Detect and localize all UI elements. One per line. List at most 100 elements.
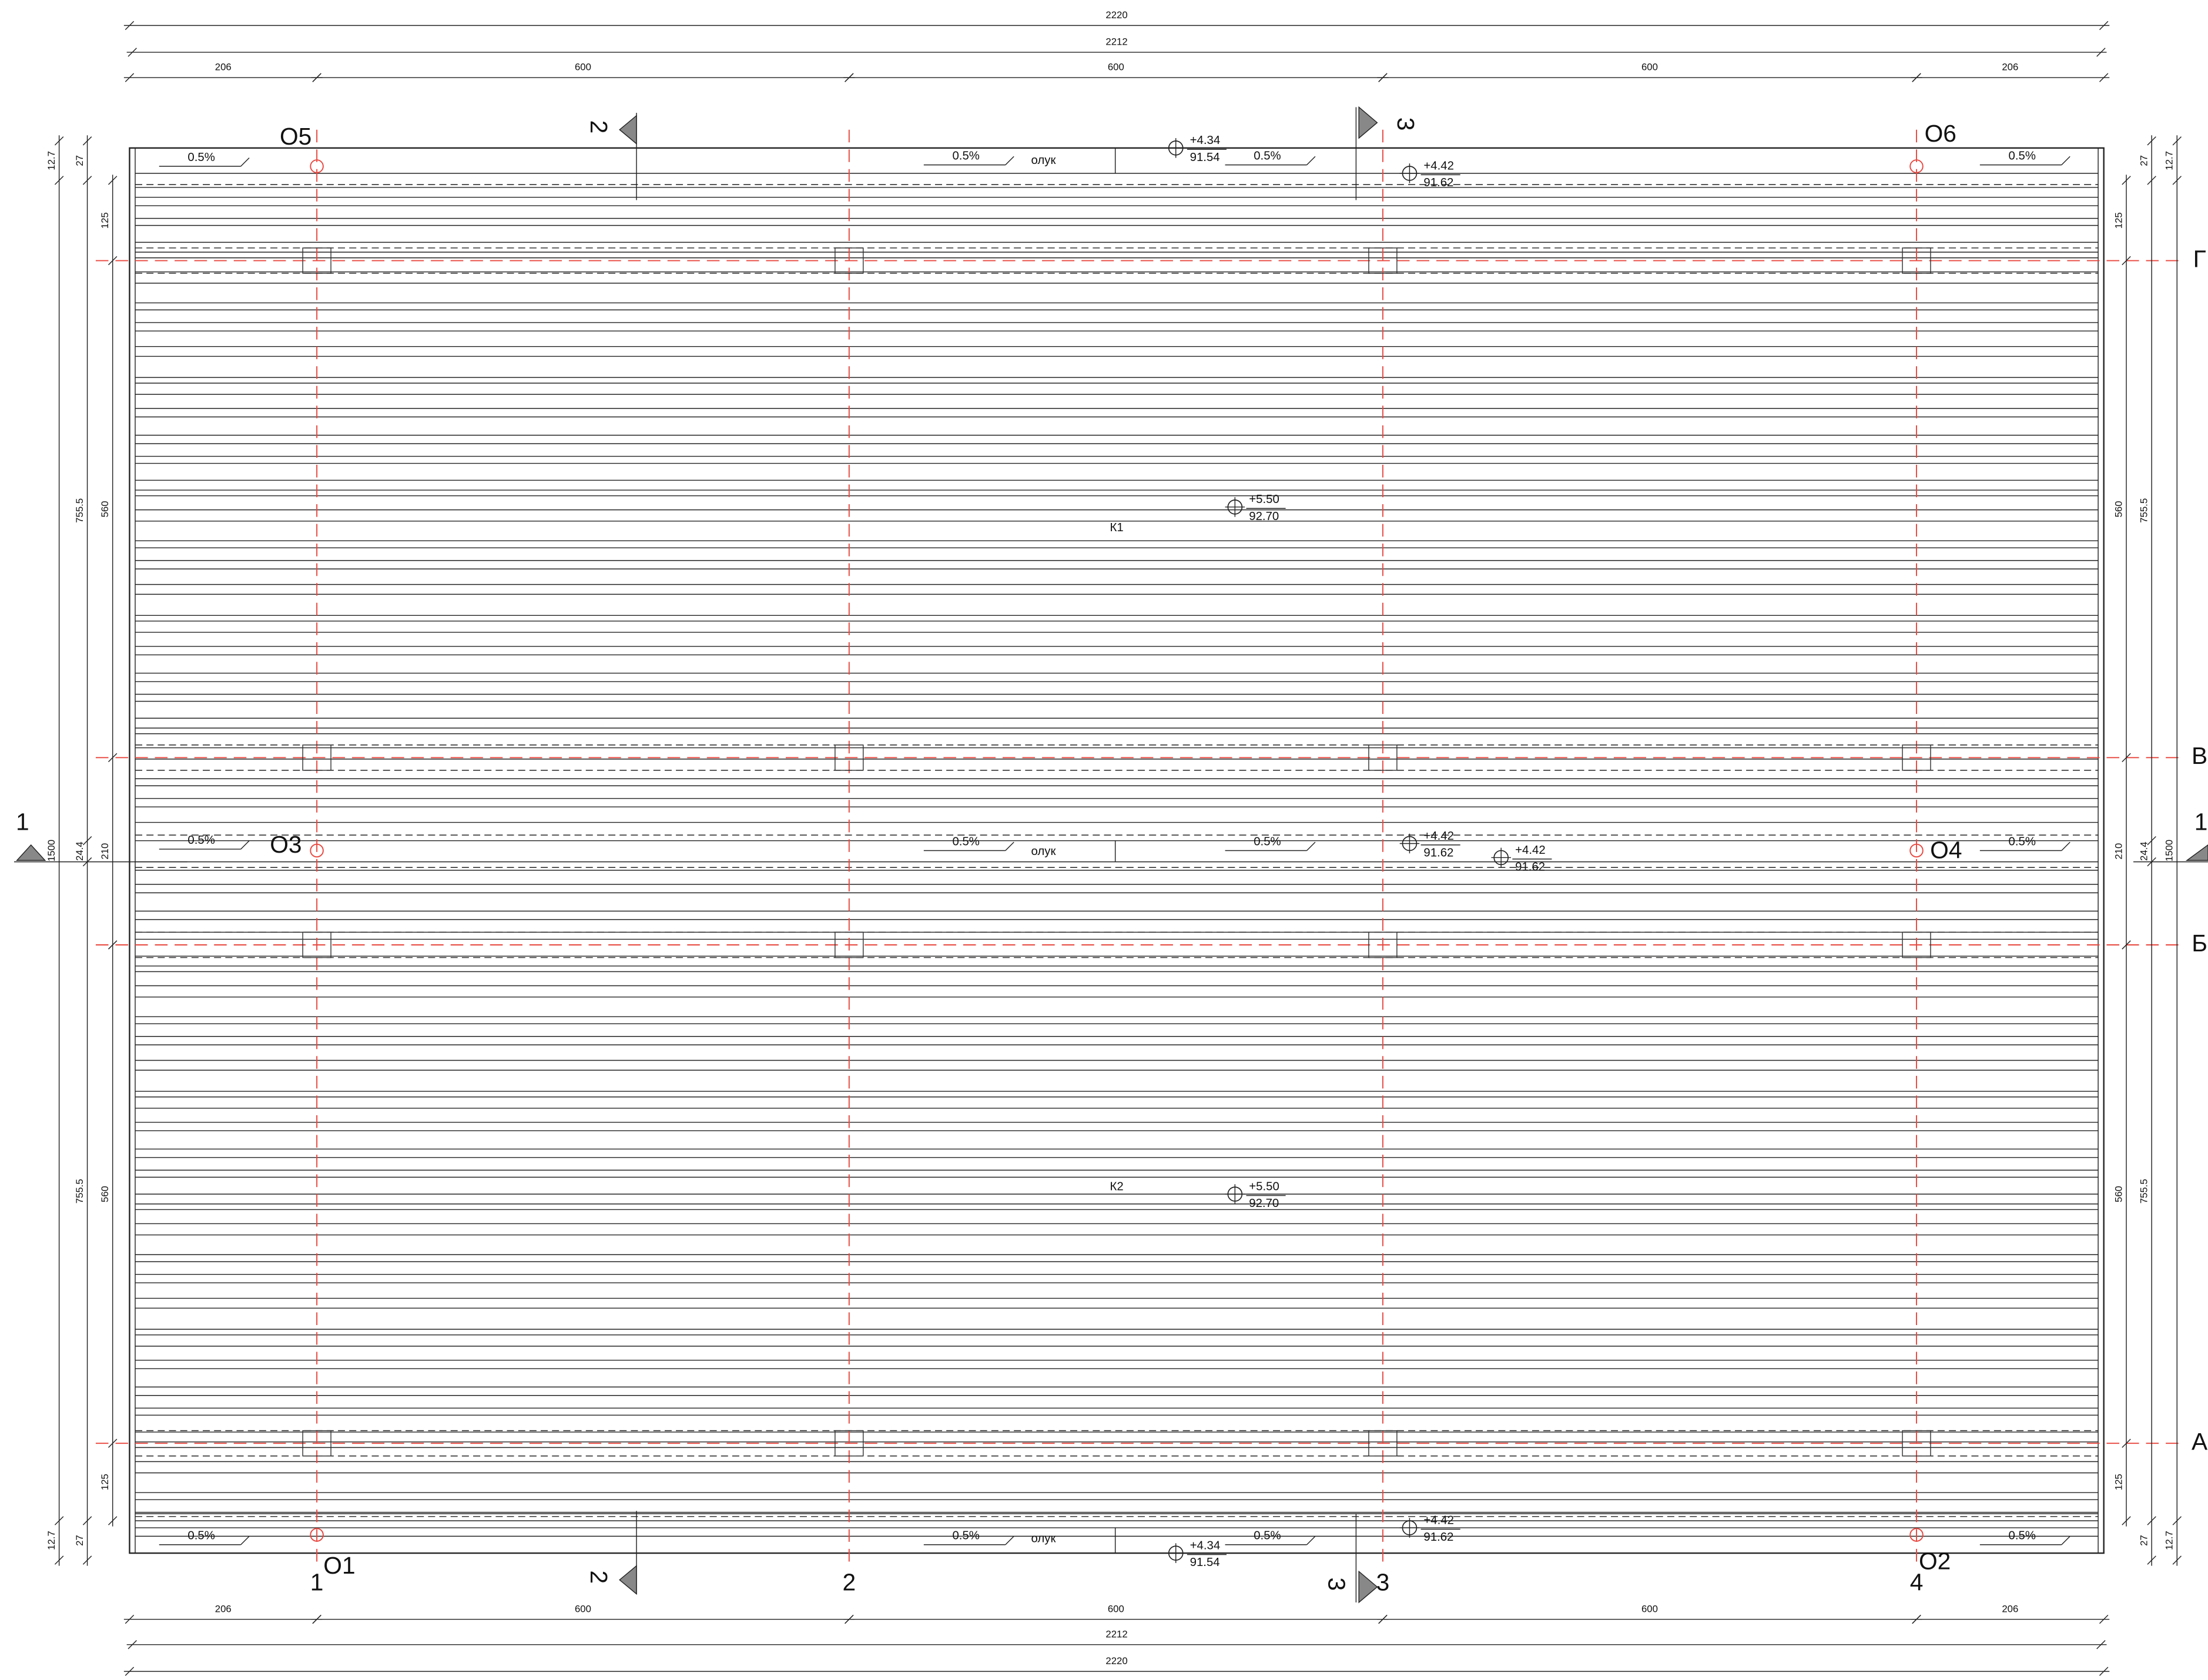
dim-label: 24.4: [74, 841, 85, 861]
dim-label: 125: [99, 1474, 110, 1490]
dim-tick: [1912, 1615, 1921, 1624]
dim-label: 206: [2002, 1603, 2018, 1614]
column: [302, 247, 331, 274]
section-arrow: [2185, 844, 2208, 861]
dim-label: 125: [2113, 1474, 2124, 1490]
elevation-absolute: 91.54: [1190, 151, 1220, 164]
drain-label: O3: [270, 831, 301, 858]
column: [302, 931, 331, 958]
dim-label: 600: [575, 1603, 591, 1614]
dim-label: 1500: [2164, 840, 2175, 861]
section-label: 1: [16, 809, 29, 836]
drain: [310, 1528, 324, 1542]
slope-arrow: [1306, 841, 1316, 851]
drain-label: O6: [1925, 120, 1956, 147]
dim-label: 12.7: [2164, 151, 2175, 170]
drain: [1909, 1528, 1924, 1542]
slope-arrow: [1306, 1535, 1316, 1545]
dim-label: 27: [74, 1535, 85, 1546]
dim-label: 560: [99, 1186, 110, 1202]
slope-arrow: [2061, 1535, 2070, 1545]
dim-tick: [2147, 176, 2156, 185]
drain: [310, 843, 324, 858]
room-label: К1: [1110, 521, 1123, 534]
dim-tick: [82, 176, 92, 185]
section-arrow: [16, 844, 46, 861]
axis-label: 3: [1376, 1569, 1390, 1596]
elevation-level: +4.42: [1423, 159, 1454, 172]
slope-arrow: [240, 1535, 250, 1545]
dim-tick: [2096, 1640, 2106, 1649]
dim-tick: [54, 1516, 64, 1525]
gutter-label: олук: [1031, 1533, 1056, 1545]
dim-tick: [54, 176, 64, 185]
dim-label: 24.4: [2139, 841, 2150, 861]
column: [835, 931, 864, 958]
column: [1902, 745, 1931, 771]
dim-label: 27: [2139, 1535, 2150, 1546]
dim-tick: [125, 21, 135, 31]
dim-label: 755.5: [2139, 1179, 2150, 1203]
drain: [1909, 843, 1924, 858]
dim-label: 206: [215, 62, 232, 73]
dim-tick: [2122, 940, 2131, 950]
slope-label: 0.5%: [187, 1530, 215, 1542]
dim-tick: [2122, 1516, 2131, 1525]
section-arrow: [1358, 1570, 1378, 1604]
dim-label: 2212: [1105, 36, 1127, 48]
column: [1902, 1430, 1931, 1457]
dim-label: 210: [2113, 843, 2124, 860]
dim-tick: [2147, 836, 2156, 846]
drain-label: O1: [323, 1552, 355, 1579]
dim-tick: [1378, 1615, 1388, 1624]
dim-tick: [845, 1615, 854, 1624]
gutter-label: олук: [1031, 154, 1056, 167]
axis-label: А: [2192, 1428, 2208, 1455]
dim-tick: [128, 1640, 137, 1649]
dim-label: 560: [99, 501, 110, 517]
dim-tick: [2099, 1615, 2109, 1624]
dim-label: 2220: [1105, 1655, 1127, 1666]
dim-tick: [108, 1516, 118, 1525]
dim-tick: [2147, 1516, 2156, 1525]
slope-arrow: [2061, 156, 2070, 166]
dim-tick: [2099, 21, 2109, 31]
dim-label: 600: [1641, 1603, 1658, 1614]
dim-tick: [1912, 73, 1921, 82]
slope-label: 0.5%: [952, 150, 979, 163]
elevation-level: +4.42: [1423, 1514, 1454, 1527]
dim-tick: [108, 1438, 118, 1448]
gutter-label: олук: [1031, 845, 1056, 858]
axis-label: 4: [1910, 1569, 1924, 1596]
slope-arrow: [1005, 156, 1014, 166]
dim-tick: [312, 1615, 321, 1624]
drain: [310, 159, 324, 173]
dim-tick: [2172, 1516, 2182, 1525]
dim-label: 206: [2002, 62, 2018, 73]
drain: [1909, 159, 1924, 173]
parapet-line: [135, 147, 2099, 1554]
dim-label: 210: [99, 843, 110, 860]
slope-label: 0.5%: [952, 835, 979, 848]
dim-label: 600: [1641, 62, 1658, 73]
elevation-absolute: 91.62: [1515, 861, 1545, 874]
dim-tick: [54, 1555, 64, 1565]
dim-tick: [312, 73, 321, 82]
dim-label: 12.7: [2164, 1531, 2175, 1550]
slope-arrow: [2061, 841, 2070, 851]
column: [835, 247, 864, 274]
dim-tick: [108, 256, 118, 266]
dim-label: 206: [215, 1603, 232, 1614]
section-label: 3: [1392, 118, 1419, 131]
dim-label: 560: [2113, 1186, 2124, 1202]
dim-tick: [845, 73, 854, 82]
slope-label: 0.5%: [1254, 835, 1281, 848]
column: [1368, 247, 1398, 274]
elevation-absolute: 91.54: [1190, 1556, 1220, 1569]
dim-tick: [125, 1666, 135, 1676]
axis-label: 1: [310, 1569, 324, 1596]
slope-label: 0.5%: [2009, 150, 2036, 163]
dim-label: 600: [1108, 62, 1124, 73]
